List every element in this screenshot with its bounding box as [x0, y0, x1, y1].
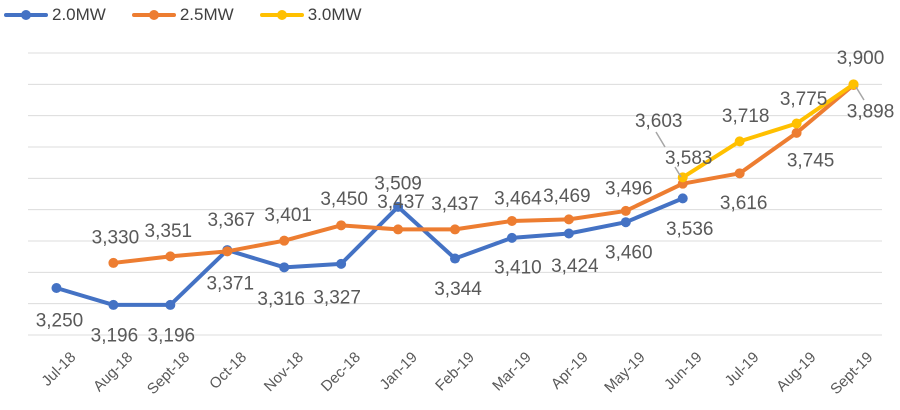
data-point-marker	[791, 127, 802, 138]
x-axis-label: Dec-18	[318, 349, 364, 395]
data-point-marker	[336, 258, 347, 269]
x-axis-label: Aug-18	[90, 349, 136, 395]
data-point-marker	[393, 201, 404, 212]
data-point-marker	[677, 193, 688, 204]
data-point-marker	[279, 235, 290, 246]
data-point-marker	[563, 214, 574, 225]
data-point-marker	[620, 205, 631, 216]
legend-marker-2-5mw-icon	[131, 9, 176, 20]
x-axis-label: Mar-19	[489, 349, 535, 395]
x-axis-label: Sept-18	[144, 349, 193, 398]
data-point-marker	[165, 251, 176, 262]
legend-label-3-0mw: 3.0MW	[307, 5, 362, 24]
data-point-label: 3,330	[92, 227, 140, 248]
legend-item-3-0mw: 3.0MW	[259, 5, 362, 24]
data-point-label: 3,344	[434, 279, 482, 300]
legend-label-2-0mw: 2.0MW	[52, 5, 106, 24]
x-axis-label: Sept-19	[827, 349, 876, 398]
series-line-2-5mw	[111, 82, 856, 265]
data-point-marker	[506, 215, 517, 226]
x-axis-label: Apr-19	[548, 349, 592, 393]
data-point-label: 3,401	[264, 205, 312, 226]
data-point-label: 3,745	[787, 150, 835, 171]
data-point-label: 3,603	[635, 111, 683, 132]
data-point-label: 3,351	[145, 221, 193, 242]
data-point-label: 3,437	[431, 194, 479, 215]
data-point-marker	[336, 220, 347, 231]
data-point-marker	[393, 224, 404, 235]
data-point-label: 3,900	[837, 48, 885, 69]
legend-marker-3-0mw-icon	[259, 9, 304, 20]
series-line-3-0mw	[680, 82, 856, 180]
label-leader-line	[855, 86, 865, 101]
data-point-label: 3,316	[257, 289, 305, 310]
x-axis-label: Jul-19	[722, 349, 763, 390]
data-point-label: 3,469	[543, 186, 591, 207]
data-point-marker	[734, 168, 745, 179]
data-point-label: 3,450	[320, 189, 368, 210]
data-point-marker	[791, 118, 802, 129]
data-point-marker	[848, 79, 859, 90]
data-point-label: 3,437	[377, 192, 425, 213]
data-point-label: 3,464	[494, 188, 542, 209]
data-point-label: 3,898	[847, 101, 895, 122]
data-point-marker	[620, 217, 631, 228]
data-point-marker	[108, 299, 119, 310]
legend-item-2-0mw: 2.0MW	[4, 6, 106, 23]
data-point-label: 3,583	[665, 148, 713, 169]
x-axis-label: May-19	[601, 349, 648, 396]
x-axis-label: Nov-18	[261, 349, 307, 395]
legend-label-2-5mw: 2.5MW	[179, 5, 234, 24]
x-axis-label: Feb-19	[432, 349, 478, 395]
data-point-label: 3,616	[720, 193, 768, 214]
series-line-2-0mw	[54, 196, 685, 307]
data-point-label: 3,367	[207, 210, 255, 231]
data-point-label: 3,250	[36, 311, 84, 332]
data-point-label: 3,718	[722, 106, 770, 127]
data-point-label: 3,496	[605, 178, 653, 199]
data-point-label: 3,410	[494, 257, 542, 278]
data-point-marker	[450, 224, 460, 235]
data-point-marker	[450, 253, 460, 264]
x-axis-label: Jul-18	[38, 349, 79, 390]
data-point-label: 3,536	[666, 219, 714, 240]
data-point-label: 3,424	[551, 256, 599, 277]
x-axis-label: Aug-19	[773, 349, 819, 395]
data-point-label: 3,196	[148, 325, 196, 346]
data-point-marker	[506, 232, 517, 243]
data-point-marker	[51, 283, 62, 293]
data-point-marker	[563, 228, 574, 239]
data-point-marker	[222, 246, 233, 257]
x-axis-label: Oct-18	[206, 349, 250, 393]
chart-legend: 2.0MW 2.5MW 3.0MW	[4, 6, 362, 23]
data-point-marker	[734, 136, 745, 147]
data-point-marker	[108, 257, 119, 268]
x-axis-label: Jan-19	[376, 349, 420, 393]
data-point-marker	[279, 262, 290, 273]
data-point-marker	[165, 299, 176, 310]
legend-marker-2-0mw-icon	[4, 9, 48, 20]
data-point-label: 3,509	[374, 173, 422, 194]
legend-item-2-5mw: 2.5MW	[131, 5, 234, 24]
x-axis-label: Jun-19	[661, 349, 705, 393]
data-point-label: 3,371	[206, 274, 254, 295]
label-leader-line	[674, 166, 682, 178]
data-point-label: 3,196	[91, 325, 139, 346]
data-point-label: 3,460	[605, 243, 653, 264]
data-point-label: 3,775	[780, 89, 828, 110]
data-point-label: 3,327	[313, 287, 361, 308]
label-leader-line	[655, 131, 666, 148]
